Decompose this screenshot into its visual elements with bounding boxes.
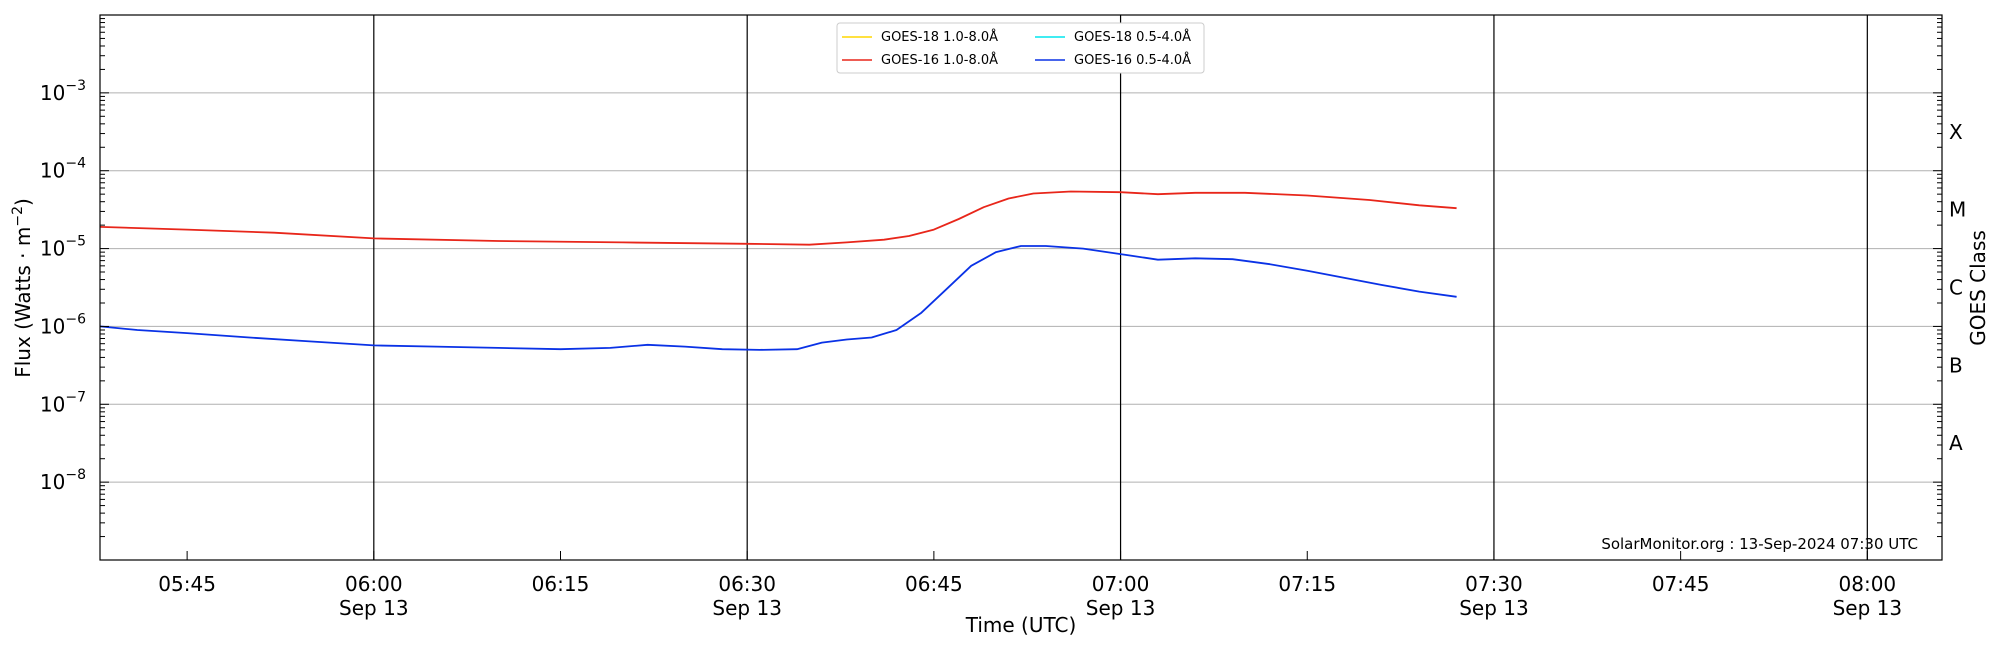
y-tick-label: 10−8 xyxy=(40,467,86,494)
y-tick-label-exponent: −7 xyxy=(65,389,86,405)
x-tick-date-label: Sep 13 xyxy=(1833,596,1903,620)
series-layer xyxy=(99,190,1457,351)
y-axis-title: Flux (Watts · m−2) xyxy=(10,198,35,378)
y-tick-label-base: 10 xyxy=(40,470,65,494)
goes-class-label: B xyxy=(1949,353,1963,377)
y-tick-label-exponent: −6 xyxy=(65,311,86,327)
x-tick-label: 06:30 xyxy=(718,572,776,596)
goes-class-layer: X M C B A xyxy=(1949,120,1966,455)
legend: GOES-18 1.0-8.0Å GOES-16 1.0-8.0Å GOES-1… xyxy=(836,22,1205,74)
x-tick-label: 05:45 xyxy=(158,572,216,596)
series-line-2 xyxy=(99,190,1457,246)
goes-class-label: C xyxy=(1949,276,1963,300)
y-tick-label-exponent: −8 xyxy=(65,467,86,483)
legend-box xyxy=(836,22,1205,74)
y-tick-label-exponent: −4 xyxy=(65,156,86,172)
plot-frame xyxy=(99,14,1943,561)
goes-class-label: X xyxy=(1949,120,1963,144)
plot-background xyxy=(100,15,1942,560)
y-tick-label-base: 10 xyxy=(40,237,65,261)
x-tick-date-label: Sep 13 xyxy=(1459,596,1529,620)
x-tick-label: 06:15 xyxy=(532,572,590,596)
x-axis-title: Time (UTC) xyxy=(965,613,1077,637)
series-line-3 xyxy=(99,245,1457,351)
watermark-text: SolarMonitor.org : 13-Sep-2024 07:30 UTC xyxy=(1601,535,1918,553)
x-tick-date-label: Sep 13 xyxy=(712,596,782,620)
grid-layer xyxy=(100,92,1942,483)
x-tick-date-label: Sep 13 xyxy=(339,596,409,620)
x-tick-label: 07:15 xyxy=(1278,572,1336,596)
x-tick-date-label: Sep 13 xyxy=(1086,596,1156,620)
y-tick-label-base: 10 xyxy=(40,314,65,338)
x-tick-label: 08:00 xyxy=(1839,572,1897,596)
x-tick-label: 07:45 xyxy=(1652,572,1710,596)
y-axis-title-suffix: ) xyxy=(11,198,35,206)
y-tick-label-exponent: −5 xyxy=(65,234,86,250)
y-tick-label: 10−4 xyxy=(40,156,86,183)
legend-label-goes18-long: GOES-18 1.0-8.0Å xyxy=(881,29,998,45)
y-axis-title-exponent: −2 xyxy=(10,206,26,227)
x-tick-label: 06:00 xyxy=(345,572,403,596)
y-tick-label: 10−5 xyxy=(40,234,86,261)
legend-label-goes16-short: GOES-16 0.5-4.0Å xyxy=(1074,52,1191,68)
y-tick-label-base: 10 xyxy=(40,159,65,183)
legend-label-goes16-long: GOES-16 1.0-8.0Å xyxy=(881,52,998,68)
y-tick-label: 10−7 xyxy=(40,389,86,416)
x-tick-label: 07:00 xyxy=(1092,572,1150,596)
goes-class-label: M xyxy=(1949,198,1966,222)
x-tick-label: 06:45 xyxy=(905,572,963,596)
vertical-lines-layer xyxy=(373,15,1868,560)
goes-class-axis-title: GOES Class xyxy=(1966,230,1990,346)
legend-label-goes18-short: GOES-18 0.5-4.0Å xyxy=(1074,29,1191,45)
goes-class-label: A xyxy=(1949,431,1963,455)
x-tick-label: 07:30 xyxy=(1465,572,1523,596)
y-axis-title-main: Flux (Watts · m xyxy=(11,227,35,378)
y-ticks-layer: 10−310−410−510−610−710−8 xyxy=(40,18,1942,561)
y-tick-label: 10−6 xyxy=(40,311,86,338)
y-tick-label-exponent: −3 xyxy=(65,78,86,94)
y-tick-label-base: 10 xyxy=(40,81,65,105)
y-tick-label: 10−3 xyxy=(40,78,86,105)
y-tick-label-base: 10 xyxy=(40,392,65,416)
